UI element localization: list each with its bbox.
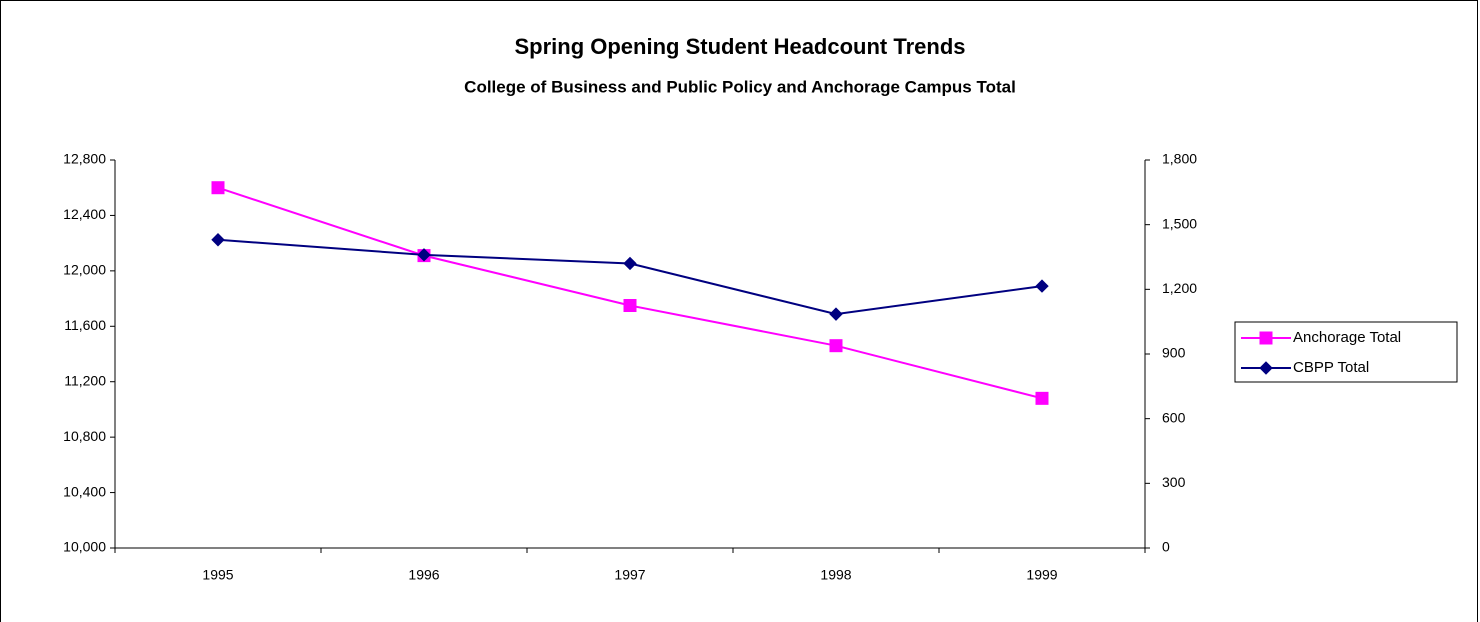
point-marker <box>1035 279 1049 293</box>
point-marker <box>211 181 225 195</box>
y2-tick-label: 600 <box>1162 409 1186 425</box>
y2-tick-label: 0 <box>1162 539 1170 555</box>
y-tick-label: 12,400 <box>63 206 106 222</box>
chart-subtitle: College of Business and Public Policy an… <box>464 77 1016 96</box>
point-marker <box>623 256 637 271</box>
y-tick-label: 12,000 <box>63 262 106 278</box>
y-tick-label: 12,800 <box>63 151 106 167</box>
point-marker <box>623 299 637 312</box>
x-tick-label: 1997 <box>614 567 645 583</box>
x-tick-label: 1996 <box>408 567 439 583</box>
chart-title: Spring Opening Student Headcount Trends <box>514 34 965 59</box>
point-marker <box>829 307 843 321</box>
y2-tick-label: 1,800 <box>1162 151 1197 167</box>
point-marker <box>829 339 843 353</box>
x-tick-label: 1999 <box>1026 567 1057 583</box>
point-marker <box>1035 391 1049 405</box>
legend-marker <box>1259 331 1273 345</box>
y-tick-label: 11,200 <box>64 372 106 388</box>
legend-label: Anchorage Total <box>1293 329 1401 346</box>
legend-marker <box>1259 361 1273 375</box>
legend-label: CBPP Total <box>1293 359 1369 376</box>
x-tick-label: 1995 <box>202 567 233 583</box>
point-marker <box>417 248 431 262</box>
y2-tick-label: 900 <box>1162 345 1186 361</box>
plot-area <box>115 160 1145 548</box>
y-tick-label: 11,600 <box>64 317 106 333</box>
x-tick-label: 1998 <box>820 567 851 583</box>
y2-tick-label: 300 <box>1162 474 1186 490</box>
y-tick-label: 10,000 <box>63 539 106 555</box>
y-tick-label: 10,800 <box>63 428 106 444</box>
y-tick-label: 10,400 <box>63 483 106 499</box>
y2-tick-label: 1,500 <box>1162 215 1197 231</box>
point-marker <box>211 233 225 247</box>
y2-tick-label: 1,200 <box>1162 280 1197 296</box>
